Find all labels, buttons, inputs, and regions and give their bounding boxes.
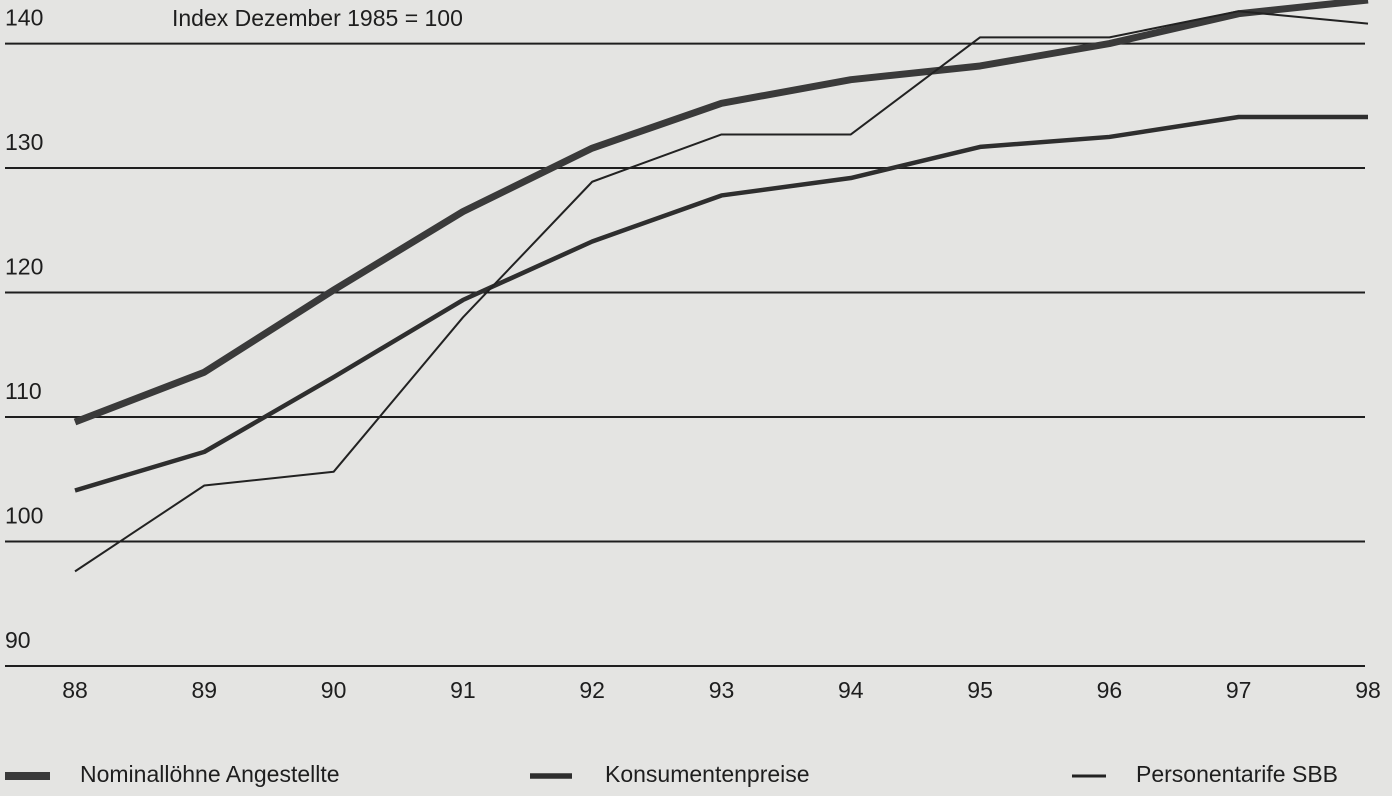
annotation: Index Dezember 1985 = 100 bbox=[172, 5, 463, 31]
y-tick-label: 130 bbox=[5, 129, 43, 155]
x-tick-label: 93 bbox=[709, 677, 735, 703]
y-tick-label: 110 bbox=[5, 378, 42, 404]
x-tick-label: 95 bbox=[967, 677, 993, 703]
legend-label: Konsumentenpreise bbox=[605, 761, 810, 787]
x-tick-label: 98 bbox=[1355, 677, 1381, 703]
x-tick-label: 91 bbox=[450, 677, 476, 703]
x-tick-label: 96 bbox=[1097, 677, 1123, 703]
x-tick-label: 92 bbox=[579, 677, 605, 703]
y-tick-label: 120 bbox=[5, 254, 43, 280]
y-tick-label: 100 bbox=[5, 503, 43, 529]
x-tick-label: 90 bbox=[321, 677, 347, 703]
legend-label: Personentarife SBB bbox=[1136, 761, 1338, 787]
legend-label: Nominallöhne Angestellte bbox=[80, 761, 340, 787]
series-line bbox=[74, 114, 1368, 493]
x-tick-label: 97 bbox=[1226, 677, 1252, 703]
series-line bbox=[74, 10, 1369, 573]
x-tick-label: 94 bbox=[838, 677, 864, 703]
x-tick-label: 89 bbox=[192, 677, 218, 703]
y-tick-label: 90 bbox=[5, 627, 31, 653]
y-tick-label: 140 bbox=[5, 5, 43, 31]
x-tick-label: 88 bbox=[62, 677, 88, 703]
series-line bbox=[73, 0, 1369, 426]
